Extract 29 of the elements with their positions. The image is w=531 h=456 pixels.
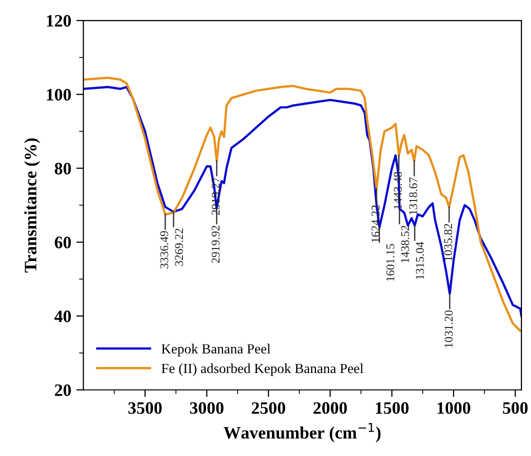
x-tick-label: 1000 bbox=[438, 402, 470, 414]
x-tick-label: 1500 bbox=[376, 402, 409, 414]
legend-label: Fe (II) adsorbed Kepok Banana Peel bbox=[162, 363, 364, 376]
y-axis-title: Transmitance (%) bbox=[24, 138, 40, 273]
annotation: 1624.22 bbox=[372, 205, 380, 242]
y-tick-label: 60 bbox=[54, 236, 71, 248]
annotation: 2919.92 bbox=[212, 226, 220, 263]
annotation: 1443.48 bbox=[394, 172, 402, 209]
y-tick-label: 120 bbox=[46, 15, 71, 27]
annotation: 1318.67 bbox=[409, 177, 418, 214]
annotation: 1315.04 bbox=[416, 242, 424, 280]
annotation: 1438.52 bbox=[401, 226, 410, 262]
x-tick-label: 2500 bbox=[252, 402, 286, 414]
annotation: 3336.49 bbox=[160, 231, 168, 268]
annotation: 2919.27 bbox=[212, 177, 220, 215]
annotation: 1031.20 bbox=[444, 310, 453, 348]
x-tick-label: 3500 bbox=[128, 402, 162, 414]
x-tick-label: 2000 bbox=[314, 402, 347, 414]
x-tick-label: 3000 bbox=[190, 402, 224, 414]
annotation: 1035.82 bbox=[444, 224, 452, 261]
y-tick-label: 80 bbox=[54, 162, 71, 174]
y-tick-label: 40 bbox=[54, 310, 71, 322]
legend-label: Kepok Banana Peel bbox=[162, 344, 270, 356]
y-tick-label: 100 bbox=[46, 88, 71, 101]
x-tick-label: 500 bbox=[502, 402, 528, 414]
annotation: 1601.15 bbox=[386, 244, 394, 281]
x-axis-title: Wavenumber (cm$^{−1}$) bbox=[224, 422, 381, 442]
annotation: 3269.22 bbox=[175, 228, 184, 266]
y-tick-label: 20 bbox=[54, 384, 71, 396]
